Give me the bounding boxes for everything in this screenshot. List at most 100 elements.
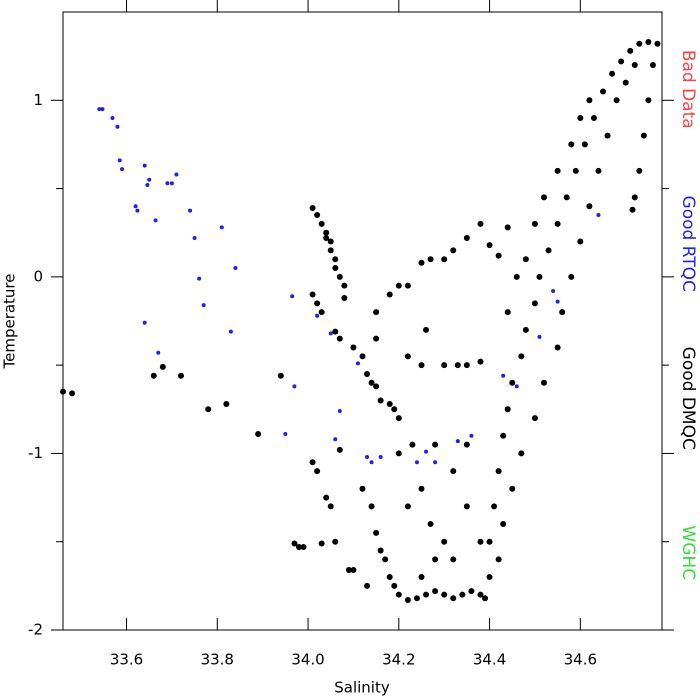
point [314, 212, 321, 219]
point [197, 276, 202, 281]
point [60, 388, 66, 395]
point [300, 544, 307, 551]
point [418, 362, 425, 369]
point [404, 503, 411, 510]
point [427, 256, 434, 263]
point [368, 503, 375, 510]
point [169, 181, 174, 186]
point [450, 468, 457, 475]
point [418, 574, 425, 581]
point [636, 40, 643, 47]
point [522, 326, 529, 333]
point [333, 437, 338, 442]
point [504, 406, 511, 413]
point [309, 204, 316, 211]
point [364, 582, 371, 589]
point [336, 446, 343, 453]
point [359, 485, 366, 492]
point [640, 132, 647, 139]
point [463, 441, 470, 448]
point [110, 115, 115, 120]
point [649, 61, 656, 68]
point [391, 406, 398, 413]
y-tick-label: 1 [33, 91, 43, 109]
point [323, 229, 330, 236]
x-tick-label: 33.6 [110, 651, 143, 669]
point [618, 58, 625, 65]
point [545, 247, 552, 254]
point [495, 252, 502, 259]
point [531, 220, 538, 227]
point [600, 88, 607, 95]
point [463, 503, 470, 510]
point [491, 503, 498, 510]
point [145, 183, 150, 188]
point [350, 566, 357, 573]
point [504, 309, 511, 316]
point [192, 236, 197, 241]
point [404, 353, 411, 360]
point [629, 206, 636, 213]
y-tick-label: -2 [28, 621, 43, 639]
point [581, 141, 588, 148]
point [174, 172, 179, 177]
point [327, 238, 334, 245]
x-tick-label: 34.4 [473, 651, 506, 669]
point [404, 596, 411, 603]
point [337, 409, 342, 414]
point [500, 521, 507, 528]
point [364, 370, 371, 377]
point [133, 204, 138, 209]
point [568, 273, 575, 280]
point [418, 259, 425, 266]
point [555, 299, 560, 304]
point [568, 141, 575, 148]
point [536, 273, 543, 280]
point [159, 363, 166, 370]
point [391, 582, 398, 589]
point [314, 300, 321, 307]
point [318, 540, 325, 547]
point [323, 235, 330, 242]
point [395, 282, 402, 289]
point [377, 547, 384, 554]
point [283, 432, 288, 437]
point [382, 556, 389, 563]
point [433, 460, 438, 465]
point [554, 220, 561, 227]
point [332, 265, 339, 272]
point [486, 538, 493, 545]
point [432, 588, 439, 595]
point [459, 591, 466, 598]
point [604, 132, 611, 139]
point [551, 288, 556, 293]
point [323, 494, 330, 501]
point [292, 384, 297, 389]
point [223, 400, 230, 407]
point [328, 331, 333, 336]
point [613, 97, 620, 104]
point [622, 79, 629, 86]
point [228, 329, 233, 334]
legend-label: Good DMQC [678, 347, 698, 450]
point [135, 208, 140, 213]
point [577, 238, 584, 245]
y-tick-label: 0 [33, 267, 43, 285]
point [188, 208, 193, 213]
point [423, 326, 430, 333]
point [142, 320, 147, 325]
point [309, 459, 316, 466]
point [345, 566, 352, 573]
point [373, 309, 380, 316]
point [142, 163, 147, 168]
point [450, 595, 457, 602]
point [577, 114, 584, 121]
point [97, 107, 102, 112]
point [318, 309, 325, 316]
point [477, 591, 484, 598]
point [654, 40, 661, 47]
point [609, 70, 616, 77]
point [468, 588, 475, 595]
point [441, 362, 448, 369]
